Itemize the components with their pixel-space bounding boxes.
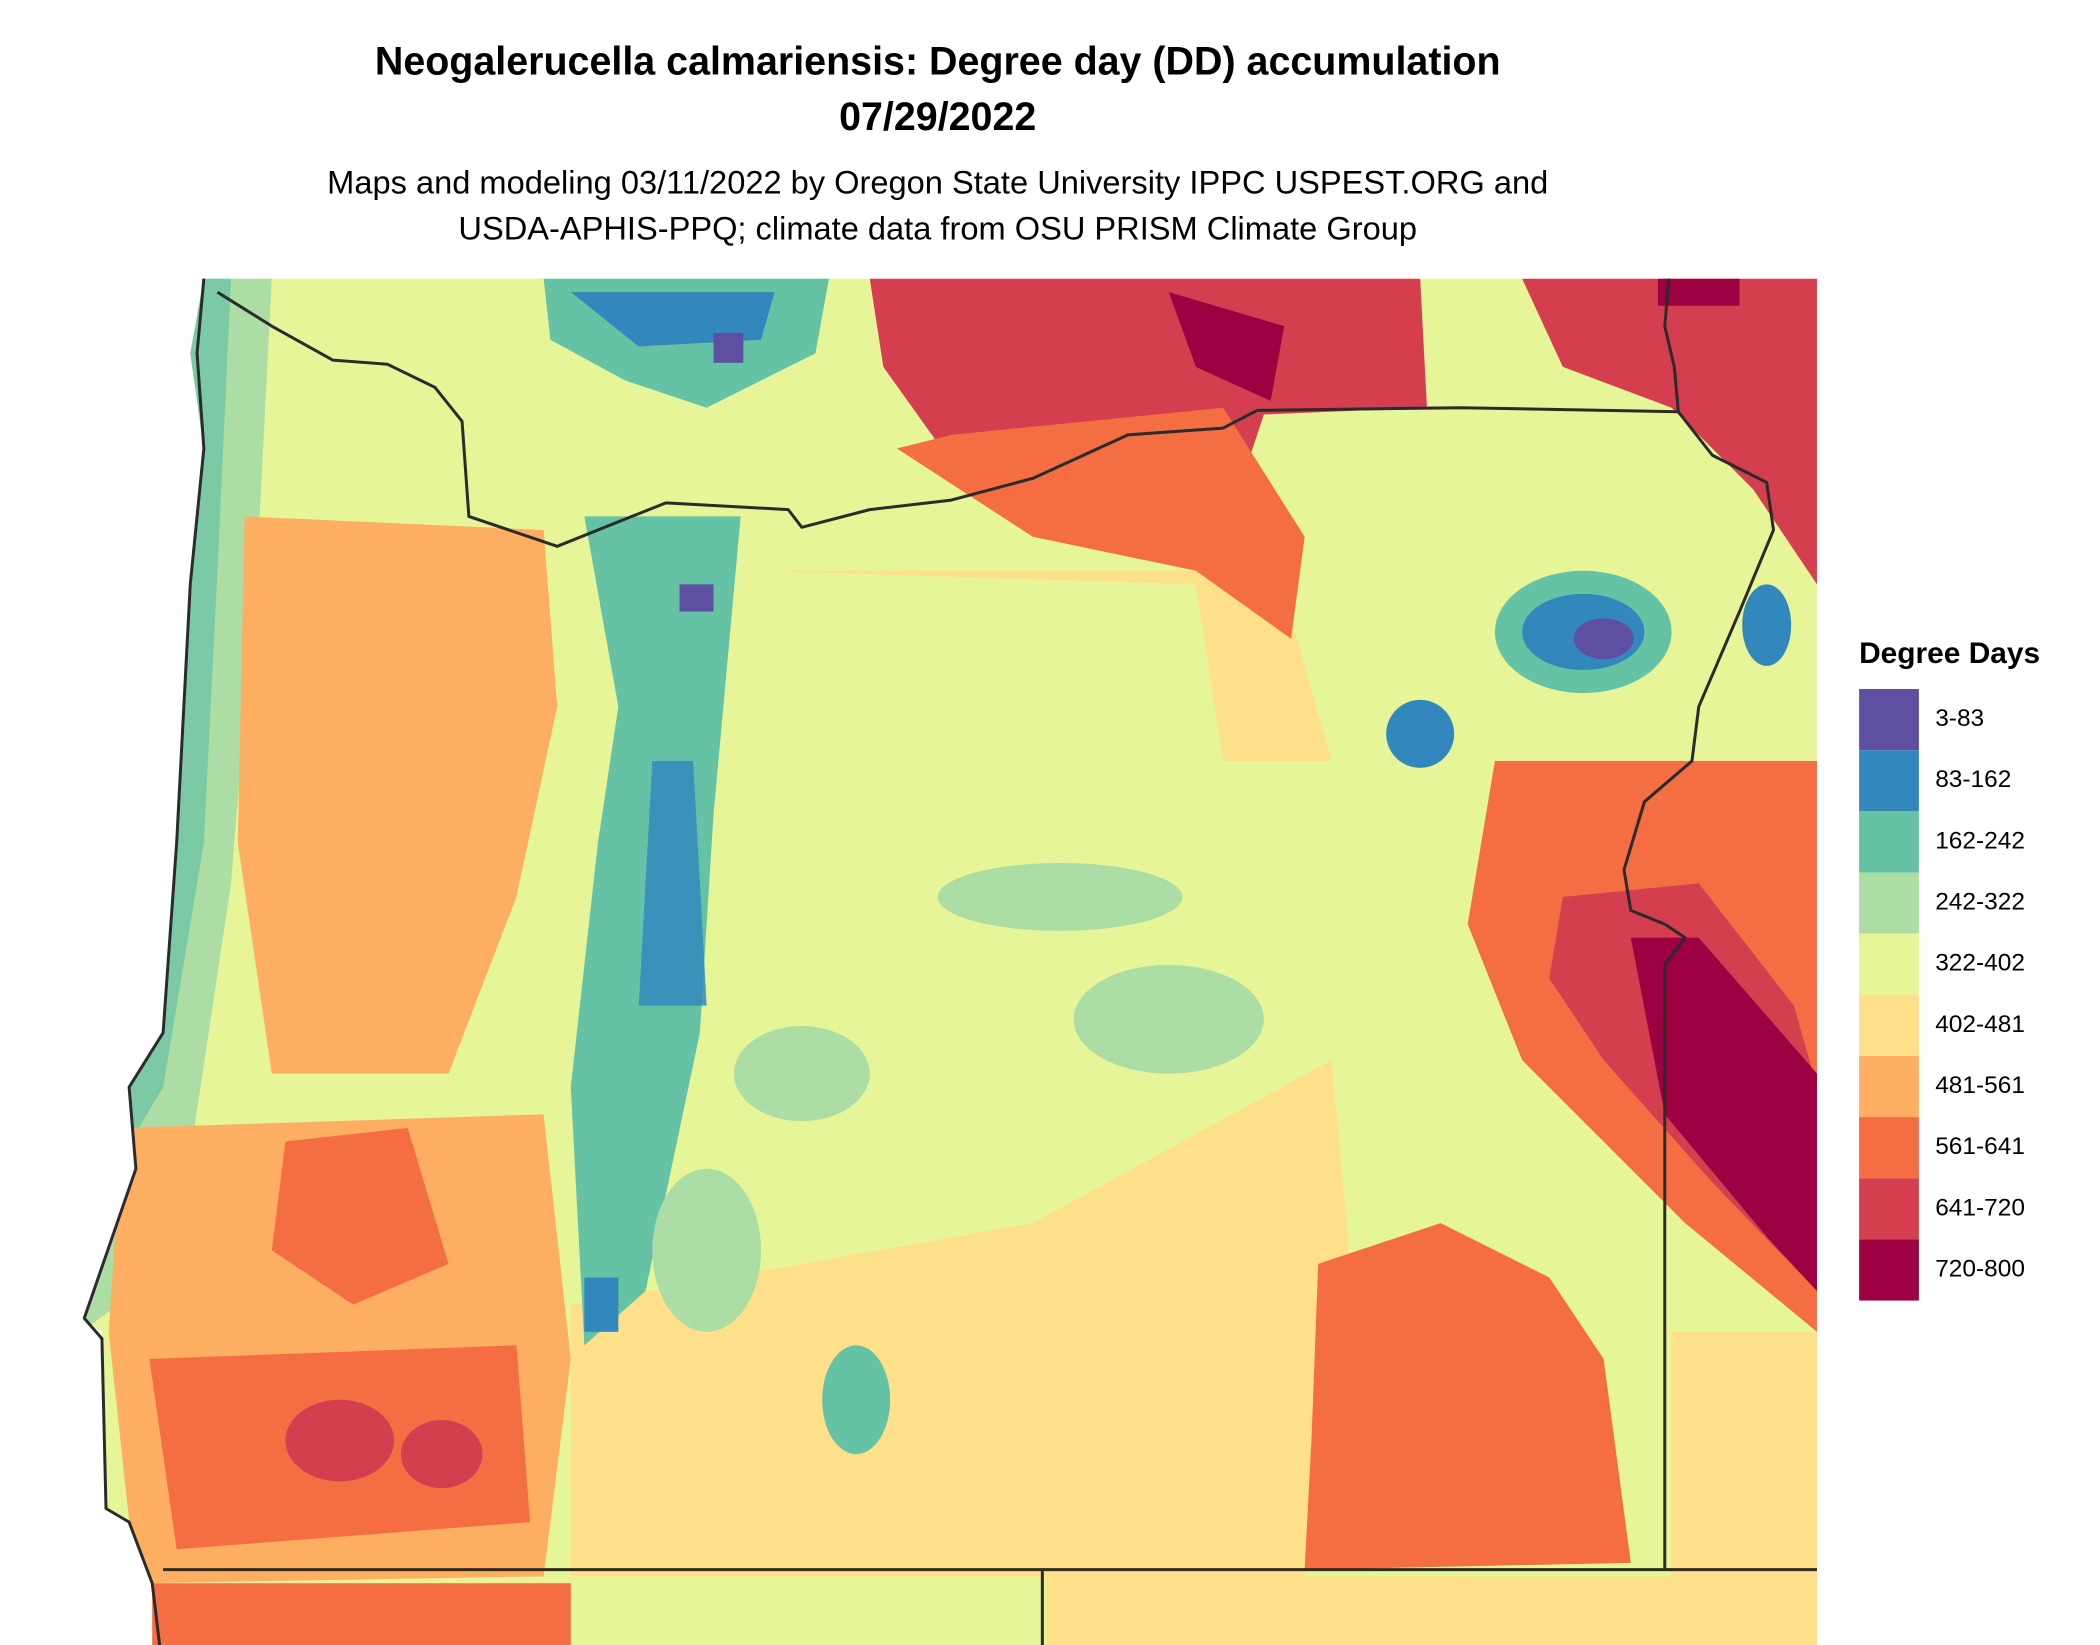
state-border xyxy=(216,290,1775,966)
borders xyxy=(82,278,1817,1645)
legend-swatch xyxy=(1859,689,1919,751)
legend-swatch xyxy=(1859,872,1919,934)
legend: 3-83 83-162 162-242 242-322 322-402 402-481 48… xyxy=(1859,689,2025,1301)
legend-label: 402-481 xyxy=(1935,1011,2025,1038)
date: 07/29/2022 xyxy=(839,95,1036,139)
legend-label: 561-641 xyxy=(1935,1133,2025,1160)
legend-label: 3-83 xyxy=(1935,705,1984,732)
legend-swatch xyxy=(1859,933,1919,995)
coastline xyxy=(82,278,206,1645)
legend-swatch xyxy=(1859,1055,1919,1118)
title: Neogalerucella calmariensis: Degree day … xyxy=(375,39,1501,83)
subtitle-line: USDA-APHIS-PPQ; climate data from OSU PR… xyxy=(458,210,1417,247)
subtitle-line: Maps and modeling 03/11/2022 by Oregon S… xyxy=(327,163,1548,200)
legend-label: 481-561 xyxy=(1935,1072,2025,1099)
legend-swatch xyxy=(1859,1117,1919,1179)
legend-swatch xyxy=(1859,994,1919,1056)
legend-label: 162-242 xyxy=(1935,827,2025,854)
legend-swatch xyxy=(1859,811,1919,873)
legend-label: 83-162 xyxy=(1935,766,2011,793)
legend-label: 641-720 xyxy=(1935,1194,2025,1221)
legend-swatch xyxy=(1859,750,1919,812)
legend-swatch xyxy=(1859,1239,1919,1301)
legend-label: 322-402 xyxy=(1935,950,2025,977)
legend-label: 242-322 xyxy=(1935,889,2025,916)
map-raster xyxy=(84,278,1817,1645)
content: Neogalerucella calmariensis: Degree day … xyxy=(82,39,2040,1645)
legend-swatch xyxy=(1859,1178,1919,1240)
state-border xyxy=(1663,278,1680,412)
legend-title: Degree Days xyxy=(1859,637,2040,670)
legend-label: 720-800 xyxy=(1935,1255,2025,1282)
